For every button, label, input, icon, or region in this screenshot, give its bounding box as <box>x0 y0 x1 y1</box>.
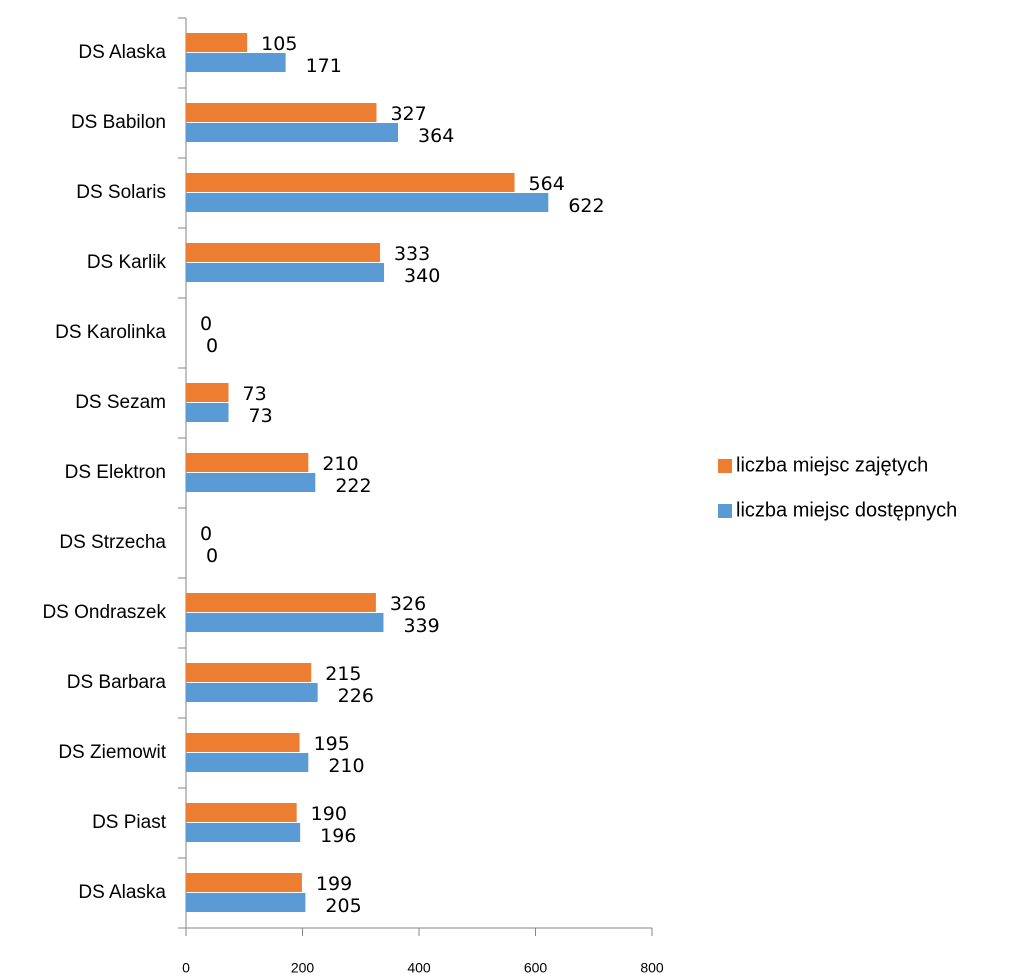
y-tick-label: DS Sezam <box>75 392 166 413</box>
data-label: 340 <box>404 265 440 287</box>
legend-swatch <box>718 504 732 518</box>
bar <box>186 263 385 282</box>
data-label: 105 <box>261 33 297 55</box>
bar <box>186 473 316 492</box>
y-tick-label: DS Alaska <box>78 42 166 63</box>
y-tick-label: DS Alaska <box>78 882 166 903</box>
data-label: 73 <box>249 405 273 427</box>
data-label: 210 <box>328 755 364 777</box>
y-tick-label: DS Strzecha <box>59 532 166 553</box>
bar <box>186 243 380 262</box>
y-tick-label: DS Karlik <box>87 252 167 273</box>
data-label: 226 <box>338 685 374 707</box>
data-label: 622 <box>568 195 604 217</box>
bar <box>186 123 399 142</box>
y-tick-label: DS Barbara <box>67 672 167 693</box>
data-label: 73 <box>243 383 267 405</box>
y-tick-label: DS Elektron <box>65 462 166 483</box>
bar <box>186 403 229 422</box>
y-tick-label: DS Babilon <box>71 112 166 133</box>
y-tick-label: DS Ondraszek <box>42 602 166 623</box>
y-tick-label: DS Ziemowit <box>58 742 166 763</box>
x-tick-label: 600 <box>524 960 548 976</box>
data-label: 0 <box>200 523 212 545</box>
x-tick-label: 0 <box>182 960 190 976</box>
bar <box>186 53 286 72</box>
bar <box>186 453 309 472</box>
legend-swatch <box>718 459 732 473</box>
bar <box>186 173 515 192</box>
y-tick-label: DS Karolinka <box>55 322 166 343</box>
bar <box>186 383 229 402</box>
x-tick-label: 800 <box>640 960 664 976</box>
bar <box>186 753 309 772</box>
data-label: 222 <box>335 475 371 497</box>
y-tick-label: DS Solaris <box>76 182 166 203</box>
bar <box>186 823 301 842</box>
data-label: 0 <box>200 313 212 335</box>
y-tick-label: DS Piast <box>92 812 167 833</box>
data-label: 199 <box>316 873 352 895</box>
x-tick-label: 200 <box>291 960 315 976</box>
data-label: 205 <box>325 895 361 917</box>
legend-label: liczba miejsc zajętych <box>736 454 928 476</box>
bar <box>186 893 306 912</box>
data-label: 0 <box>206 335 218 357</box>
data-label: 564 <box>529 173 565 195</box>
data-label: 0 <box>206 545 218 567</box>
legend-label: liczba miejsc dostępnych <box>736 499 957 521</box>
data-label: 196 <box>320 825 356 847</box>
bar <box>186 193 549 212</box>
bar <box>186 803 297 822</box>
data-label: 333 <box>394 243 430 265</box>
bar <box>186 33 248 52</box>
bar <box>186 683 318 702</box>
bar <box>186 873 302 892</box>
data-label: 215 <box>325 663 361 685</box>
data-label: 339 <box>403 615 439 637</box>
bar <box>186 733 300 752</box>
bar <box>186 613 384 632</box>
bar <box>186 593 376 612</box>
bar <box>186 103 377 122</box>
data-label: 327 <box>390 103 426 125</box>
data-label: 171 <box>306 55 342 77</box>
data-label: 210 <box>322 453 358 475</box>
x-tick-label: 400 <box>407 960 431 976</box>
data-label: 364 <box>418 125 454 147</box>
data-label: 190 <box>311 803 347 825</box>
data-label: 326 <box>390 593 426 615</box>
bar <box>186 663 312 682</box>
data-label: 195 <box>314 733 350 755</box>
